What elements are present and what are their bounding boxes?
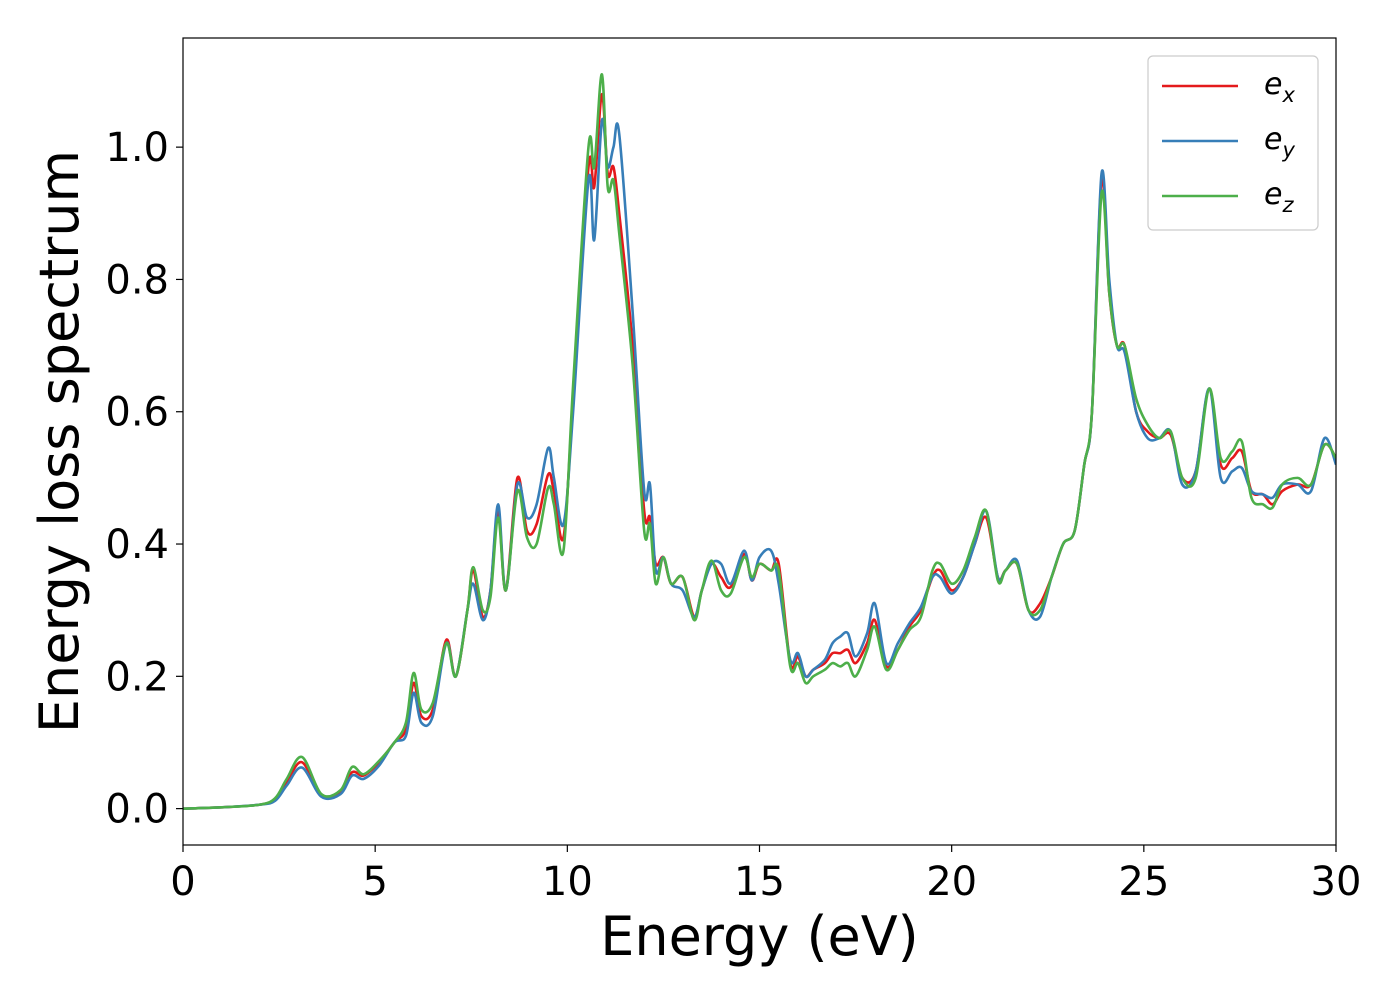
y-axis-ticks: 0.0 0.2 0.4 0.6 0.8 1.0 (105, 125, 183, 833)
y-tick-label: 0.6 (105, 390, 169, 436)
y-axis-title: Energy loss spectrum (28, 150, 91, 733)
legend-label-main: e (1264, 67, 1282, 102)
legend-label-z: ez (1264, 177, 1294, 217)
legend-label-sub: z (1281, 193, 1294, 217)
legend-label-x: ex (1264, 67, 1295, 107)
legend-box (1147, 55, 1319, 231)
legend-label-main: e (1264, 177, 1282, 212)
series-lines (183, 73, 1336, 810)
y-tick-label: 1.0 (105, 125, 169, 171)
y-tick-label: 0.0 (105, 787, 169, 833)
y-tick-label: 0.2 (105, 654, 169, 700)
x-axis-title: Energy (eV) (600, 905, 919, 968)
legend-label-sub: y (1281, 138, 1295, 162)
x-tick-label: 10 (542, 859, 593, 905)
x-tick-label: 5 (362, 859, 387, 905)
x-tick-label: 0 (170, 859, 195, 905)
y-tick-label: 0.4 (105, 522, 169, 568)
y-tick-label: 0.8 (105, 257, 169, 303)
x-tick-label: 30 (1311, 859, 1362, 905)
series-line-z (183, 73, 1336, 810)
legend-label-main: e (1264, 122, 1282, 157)
x-tick-label: 25 (1118, 859, 1169, 905)
legend-label-sub: x (1281, 83, 1295, 107)
legend-label-y: ey (1264, 122, 1295, 162)
x-tick-label: 20 (926, 859, 977, 905)
x-tick-label: 15 (734, 859, 785, 905)
x-axis-ticks: 0 5 10 15 20 25 30 (170, 845, 1361, 905)
